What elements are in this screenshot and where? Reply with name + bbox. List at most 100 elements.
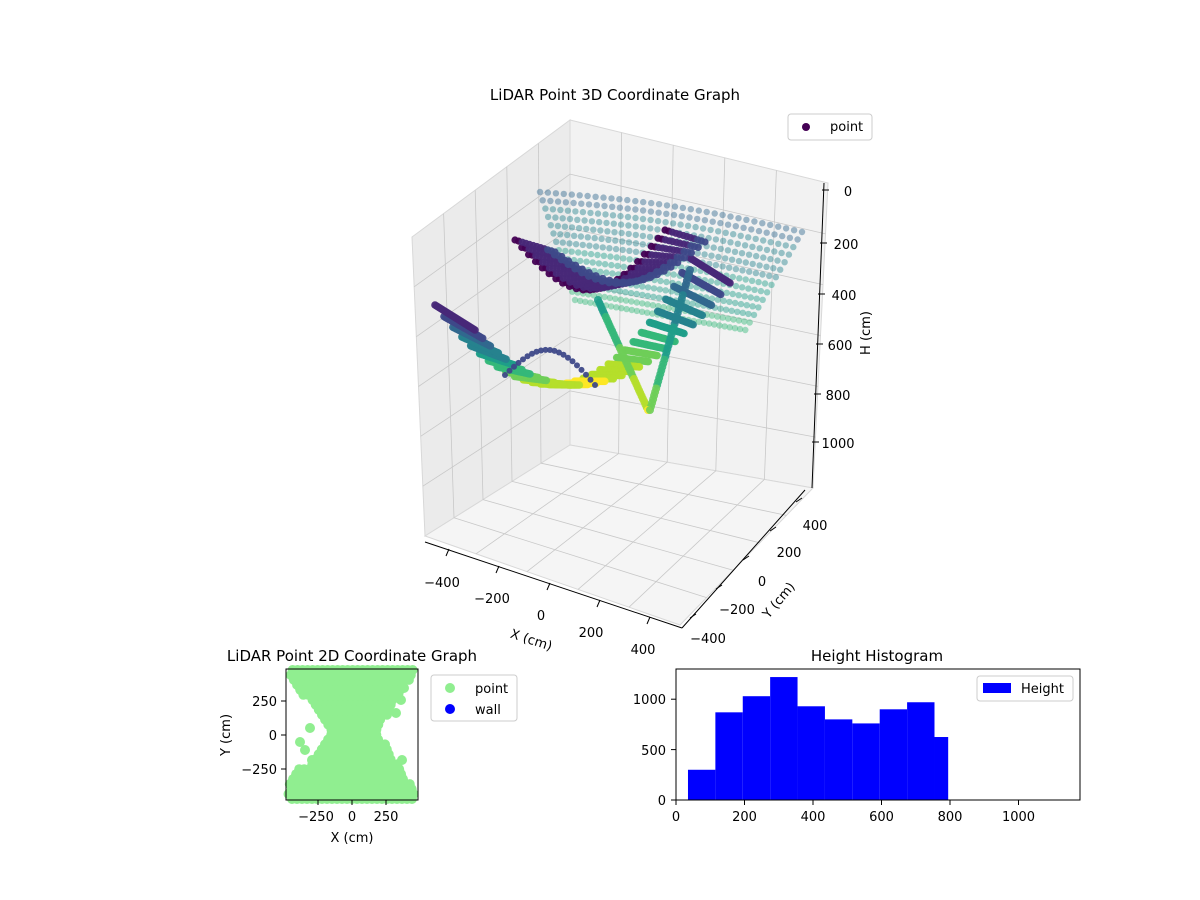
point-3d (707, 301, 716, 310)
point-3d (606, 294, 614, 302)
point-3d (635, 363, 644, 371)
point-3d (604, 228, 611, 235)
point-3d (486, 342, 495, 350)
point-3d (539, 197, 546, 204)
point-3d (730, 231, 737, 238)
point-3d (542, 205, 549, 212)
point-3d (549, 206, 557, 213)
point-3d (678, 213, 685, 220)
point-3d (726, 298, 733, 306)
point-3d (782, 225, 790, 232)
point-3d (594, 251, 601, 259)
point-3d (751, 286, 758, 293)
point-3d (614, 262, 621, 270)
point-3d (616, 196, 623, 203)
point-3d (638, 308, 646, 315)
point-3d (711, 321, 718, 328)
point-3d (550, 378, 559, 387)
point-3d (798, 228, 806, 236)
point-3d (619, 246, 626, 254)
point-3d (574, 216, 581, 223)
point-3d (745, 310, 752, 318)
x-tick-mark (596, 599, 601, 608)
point-3d (748, 226, 755, 233)
point-3d (731, 248, 739, 255)
point-3d (534, 373, 542, 382)
grid-line (475, 453, 619, 555)
point-3d (578, 200, 585, 207)
point-3d (569, 358, 576, 365)
point-2d (407, 794, 417, 804)
point-3d (601, 377, 609, 386)
histogram-bar (852, 723, 880, 800)
point-3d (749, 303, 756, 310)
point-3d (766, 272, 773, 280)
grid-line (569, 390, 816, 438)
x-ticks-histogram: 0 200 400 600 800 1000 (672, 800, 1035, 825)
point-3d (572, 241, 580, 248)
point-3d (622, 297, 630, 304)
point-3d (550, 230, 557, 237)
point-3d (772, 274, 779, 281)
plot-frame-histogram (675, 668, 1081, 801)
x-tick-mark (495, 565, 500, 574)
point-3d (587, 299, 594, 306)
point-3d (698, 311, 707, 320)
y-ticks-2d: 250 0 −250 Y (cm) (219, 695, 286, 778)
point-3d (656, 286, 663, 293)
point-2d (397, 755, 407, 765)
x-axis-label: X (cm) (331, 831, 374, 846)
point-3d (632, 240, 640, 247)
point-3d (626, 247, 633, 254)
histogram-bar (824, 719, 853, 800)
z-tick-label: 200 (834, 238, 859, 253)
point-3d (716, 290, 725, 299)
pane-floor (423, 444, 815, 626)
point-3d (741, 318, 748, 325)
point-3d (703, 208, 710, 216)
point-3d (767, 221, 774, 229)
point-3d (712, 261, 720, 269)
z-axis-label: H (cm) (859, 311, 874, 355)
point-3d (553, 238, 560, 245)
point-3d (554, 222, 562, 230)
point-3d (570, 199, 577, 207)
point-2d (391, 708, 401, 718)
point-3d (566, 240, 573, 247)
z-axis-line (811, 182, 825, 489)
point-3d (726, 324, 733, 331)
x-tick-label: 600 (869, 810, 894, 825)
point-3d (554, 198, 562, 205)
point-3d (644, 309, 651, 316)
point-3d (763, 289, 771, 296)
point-3d (768, 281, 775, 288)
point-3d (494, 349, 503, 357)
point-3d (695, 207, 702, 214)
point-3d (746, 319, 753, 326)
x-tick-label: −250 (298, 810, 334, 825)
point-3d (647, 208, 655, 215)
point-3d (606, 245, 613, 252)
point-3d (561, 223, 569, 230)
point-3d (620, 263, 627, 270)
point-3d (619, 278, 627, 286)
point-3d (565, 354, 571, 361)
legend-box (787, 113, 873, 141)
point-3d (749, 260, 756, 268)
point-3d (639, 232, 647, 240)
y-tick-mark (742, 555, 750, 561)
point-3d (639, 300, 646, 307)
chart-3d-legend: point (787, 113, 873, 141)
point-3d (692, 223, 699, 231)
point-3d (574, 362, 580, 369)
point-3d (628, 298, 635, 305)
point-3d (684, 222, 692, 229)
point-3d (699, 225, 707, 232)
point-3d (585, 269, 593, 277)
point-3d (640, 276, 648, 284)
point-3d (623, 305, 630, 313)
point-3d (552, 190, 560, 197)
point-3d (662, 287, 669, 294)
point-3d (750, 311, 758, 319)
point-3d (646, 233, 654, 241)
